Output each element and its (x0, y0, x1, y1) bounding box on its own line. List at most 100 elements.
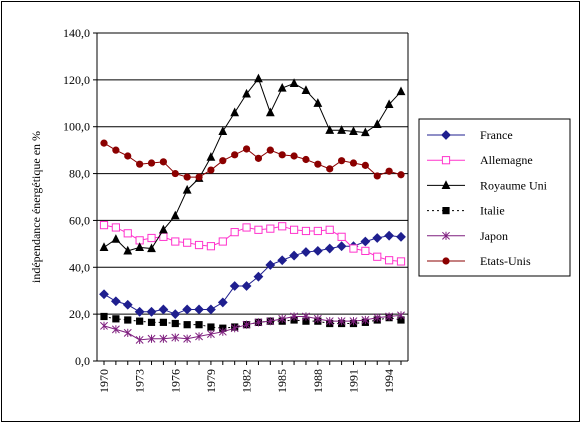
marker-diamond (146, 306, 157, 317)
marker-open-square (111, 223, 120, 232)
gridlines (97, 32, 408, 315)
marker-filled-square (183, 321, 191, 329)
marker-triangle (301, 85, 311, 94)
marker-filled-circle (147, 159, 156, 167)
marker-diamond (182, 304, 193, 315)
marker-filled-circle (397, 171, 405, 179)
marker-triangle (230, 107, 240, 117)
marker-open-square (373, 252, 382, 261)
marker-open-square (183, 238, 192, 247)
x-tick-label: 1991 (346, 369, 360, 393)
marker-triangle (441, 180, 451, 189)
x-tick-label: 1979 (204, 369, 218, 393)
marker-diamond (241, 281, 252, 291)
marker-diamond (217, 297, 228, 308)
y-tick-label: 40,0 (69, 260, 90, 274)
marker-filled-circle (231, 151, 239, 159)
legend-label: Italie (480, 204, 505, 218)
axes: 0,0 20,0 40,0 60,0 80,0 100,0 120,0 140,0 1970 19… (63, 26, 409, 393)
legend-item: Allemagne (427, 153, 533, 167)
marker-diamond (134, 306, 145, 317)
marker-triangle (135, 242, 145, 251)
marker-diamond (384, 230, 395, 241)
marker-filled-circle (124, 152, 132, 160)
y-tick-label: 60,0 (69, 213, 90, 227)
series-layer (99, 73, 406, 345)
marker-star (123, 328, 132, 337)
marker-diamond (158, 304, 169, 315)
marker-triangle (384, 99, 394, 109)
marker-triangle (254, 73, 263, 83)
marker-filled-square (147, 318, 156, 326)
y-tick-label: 120,0 (63, 73, 90, 87)
marker-filled-circle (290, 152, 298, 160)
marker-diamond (336, 241, 347, 252)
marker-triangle (147, 243, 156, 253)
marker-filled-circle (112, 146, 120, 154)
x-tick-label: 1976 (168, 369, 182, 393)
marker-diamond (360, 236, 371, 247)
marker-diamond (265, 260, 276, 270)
marker-star (278, 314, 287, 323)
y-tick-label: 0,0 (75, 354, 90, 368)
legend-label: Etats-Unis (480, 254, 531, 268)
marker-diamond (170, 309, 181, 320)
marker-filled-circle (136, 160, 144, 168)
marker-diamond (194, 304, 204, 315)
legend-item: Royaume Uni (427, 178, 548, 192)
series-line (103, 314, 402, 341)
legend: France Allemagne Royaume Uni Italie Japon Eta… (418, 118, 571, 277)
series-france (99, 230, 406, 320)
marker-diamond (122, 299, 133, 310)
marker-filled-circle (326, 165, 334, 173)
x-tick-label: 1988 (311, 369, 325, 393)
marker-open-square (266, 224, 275, 233)
marker-triangle (325, 125, 335, 134)
marker-filled-circle (195, 173, 203, 181)
marker-diamond (301, 247, 311, 257)
marker-star (159, 334, 168, 343)
legend-item: Italie (427, 204, 505, 218)
marker-open-square (99, 221, 109, 230)
x-tick-label: 1994 (382, 369, 396, 393)
marker-filled-circle (349, 159, 358, 167)
series-allemagne (99, 221, 406, 266)
marker-star (349, 317, 358, 326)
marker-open-square (123, 229, 132, 238)
marker-triangle (372, 119, 382, 128)
marker-open-square (206, 242, 216, 251)
marker-star (373, 313, 382, 322)
marker-diamond (441, 130, 451, 140)
marker-filled-square (136, 317, 144, 325)
marker-diamond (324, 243, 335, 254)
marker-filled-circle (361, 161, 369, 169)
marker-star (242, 320, 251, 329)
marker-filled-square (100, 312, 108, 321)
marker-open-square (218, 237, 227, 246)
marker-open-square (441, 156, 451, 165)
legend-label: France (480, 128, 513, 142)
marker-star (266, 317, 275, 326)
marker-triangle (123, 245, 133, 255)
marker-diamond (372, 233, 383, 243)
legend-item: Japon (427, 229, 508, 243)
marker-open-square (385, 256, 394, 265)
marker-triangle (289, 78, 299, 87)
marker-diamond (253, 271, 264, 282)
y-tick-label: 20,0 (69, 307, 90, 321)
x-tick-label: 1973 (133, 369, 147, 393)
marker-triangle (337, 125, 346, 134)
marker-star (302, 312, 310, 321)
marker-diamond (277, 255, 288, 266)
legend-item: Etats-Unis (427, 254, 531, 268)
marker-star (254, 318, 263, 327)
marker-open-square (396, 257, 406, 266)
marker-triangle (360, 127, 370, 137)
marker-triangle (349, 126, 358, 135)
marker-filled-circle (159, 158, 167, 166)
marker-open-square (361, 246, 370, 255)
marker-filled-circle (442, 257, 450, 265)
marker-open-square (325, 225, 334, 234)
marker-star (218, 327, 227, 336)
marker-filled-circle (171, 169, 179, 178)
